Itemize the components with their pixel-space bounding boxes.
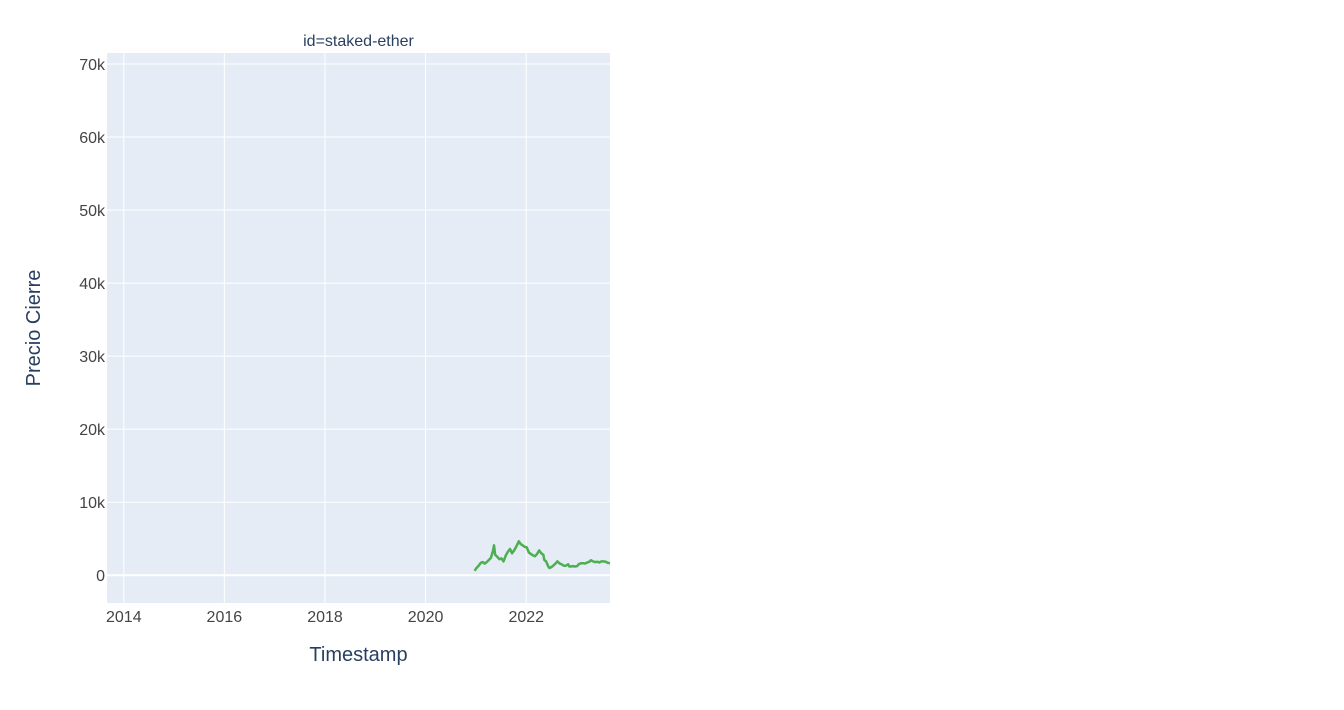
y-tick-label: 20k xyxy=(79,422,106,439)
y-tick-label: 0 xyxy=(96,568,105,585)
x-tick-label: 2014 xyxy=(106,609,142,626)
y-tick-label: 50k xyxy=(79,203,106,220)
x-axis-title: Timestamp xyxy=(309,644,407,666)
y-tick-label: 30k xyxy=(79,349,106,366)
plot-area xyxy=(107,53,610,603)
y-tick-label: 60k xyxy=(79,130,106,147)
x-axis-ticks: 2014 2016 2018 2020 2022 xyxy=(106,609,544,626)
x-tick-label: 2018 xyxy=(307,609,343,626)
chart-title: id=staked-ether xyxy=(303,33,414,50)
x-tick-label: 2016 xyxy=(207,609,243,626)
x-tick-label: 2022 xyxy=(508,609,544,626)
series-line xyxy=(473,540,611,572)
x-tick-label: 2020 xyxy=(408,609,444,626)
y-tick-label: 10k xyxy=(79,495,106,512)
y-axis-ticks: 0 10k 20k 30k 40k 50k 60k 70k xyxy=(79,57,106,585)
gridlines xyxy=(107,53,610,603)
series-layer xyxy=(473,540,611,572)
y-axis-title: Precio Cierre xyxy=(23,270,45,387)
y-tick-label: 40k xyxy=(79,276,106,293)
y-tick-label: 70k xyxy=(79,57,106,74)
